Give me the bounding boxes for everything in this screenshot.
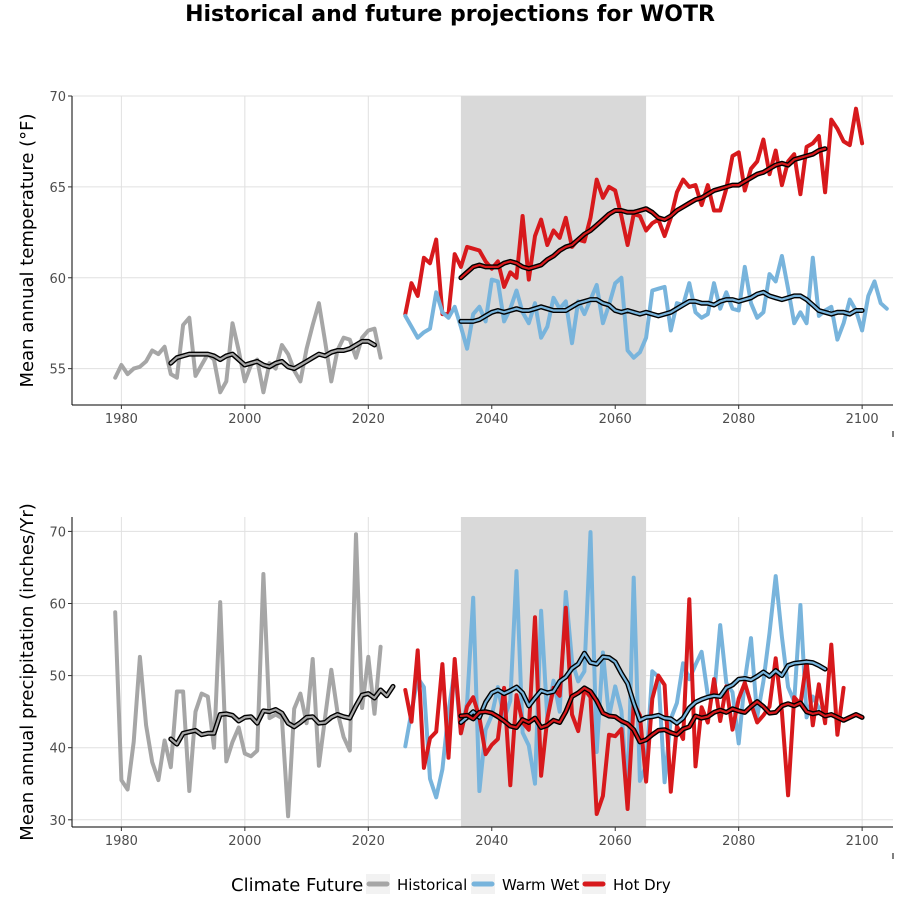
legend-label: Hot Dry — [613, 876, 671, 894]
series-historical-smooth — [168, 338, 377, 372]
shaded-period — [460, 96, 647, 405]
y-tick-label: 60 — [49, 272, 66, 287]
smooth-line-historical — [169, 340, 376, 370]
series-hot-dry-smooth — [458, 146, 828, 281]
x-tick-label: 2020 — [352, 412, 385, 427]
smooth-line-warm-wet — [459, 291, 864, 323]
legend-title: Climate Future — [231, 875, 363, 896]
x-tick-label: 1980 — [105, 412, 138, 427]
series-historical — [113, 532, 383, 819]
legend-item-warm-wet: Warm Wet — [471, 874, 580, 894]
shaded-period — [460, 517, 647, 827]
series-warm-wet — [403, 530, 821, 800]
x-tick-label: 2000 — [228, 412, 261, 427]
series-warm-wet-smooth — [458, 289, 865, 324]
series-warm-wet-smooth — [458, 650, 828, 726]
x-tick-label: 2100 — [846, 834, 879, 849]
x-tick-label: 2020 — [352, 834, 385, 849]
line-historical — [113, 301, 383, 395]
smooth-line-hot-dry — [459, 147, 827, 279]
legend-item-historical: Historical — [366, 874, 467, 894]
x-tick-label: 2060 — [599, 412, 632, 427]
legend-label: Warm Wet — [502, 876, 580, 894]
y-tick-label: 30 — [49, 814, 66, 829]
x-tick-label: 2060 — [599, 834, 632, 849]
series-hot-dry-smooth — [458, 685, 865, 745]
y-tick-label: 70 — [49, 525, 66, 540]
y-tick-label: 55 — [49, 363, 66, 378]
legend-item-hot-dry: Hot Dry — [582, 874, 671, 894]
smooth-line-warm-wet — [459, 652, 827, 725]
temperature-panel: 1980 2000 2020 2040 2060 2080 2100 55 60 65 70 Mean… — [17, 90, 894, 437]
x-tick-label: 2080 — [722, 834, 755, 849]
y-tick-label: 50 — [49, 670, 66, 685]
x-tick-label: 2100 — [846, 412, 879, 427]
precipitation-panel: 1980 2000 2020 2040 2060 2080 2100 30 40 50 60 70 Me… — [17, 503, 894, 859]
y-tick-label: 40 — [49, 742, 66, 757]
y-tick-label: 60 — [49, 598, 66, 613]
chart-title: Historical and future projections for WO… — [185, 2, 715, 27]
x-tick-label: 2000 — [228, 834, 261, 849]
smooth-line-hot-dry — [459, 686, 864, 744]
line-warm-wet — [403, 254, 889, 360]
smooth-line-historical — [169, 685, 395, 746]
series-historical-smooth — [168, 683, 396, 747]
x-tick-label: 2040 — [475, 834, 508, 849]
y-axis-label: Mean annual precipitation (inches/Yr) — [17, 503, 38, 841]
x-tick-label: 1980 — [105, 834, 138, 849]
x-tick-label: 2080 — [722, 412, 755, 427]
legend: Climate Future Historical Warm Wet Hot Dry — [231, 874, 671, 896]
line-historical — [113, 532, 383, 819]
series-historical — [113, 301, 383, 395]
y-tick-label: 70 — [49, 90, 66, 105]
y-axis-label: Mean annual temperature (°F) — [17, 113, 38, 387]
line-warm-wet — [403, 530, 821, 800]
x-tick-label: 2040 — [475, 412, 508, 427]
legend-label: Historical — [397, 876, 467, 894]
series-warm-wet — [403, 254, 889, 360]
y-tick-label: 65 — [49, 181, 66, 196]
